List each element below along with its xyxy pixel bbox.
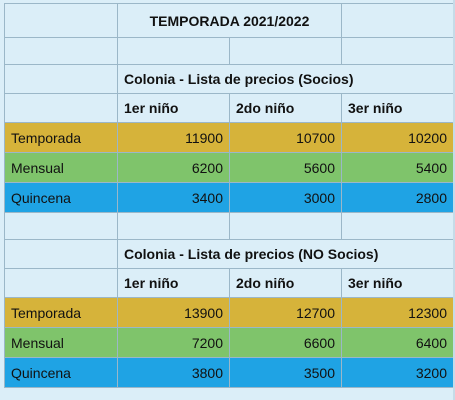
section-heading-row: Colonia - Lista de precios (NO Socios) — [4, 239, 454, 269]
price-cell[interactable]: 3400 — [117, 182, 230, 213]
row-label-mensual[interactable]: Mensual — [4, 327, 118, 358]
column-divider — [453, 0, 455, 400]
cell[interactable] — [4, 93, 118, 123]
cell[interactable] — [341, 3, 454, 38]
cell[interactable] — [229, 212, 342, 240]
table-row: Mensual 7200 6600 6400 — [4, 327, 454, 358]
price-cell[interactable]: 6200 — [117, 152, 230, 183]
price-cell[interactable]: 3800 — [117, 357, 230, 388]
cell[interactable] — [341, 212, 454, 240]
price-cell[interactable]: 12300 — [341, 297, 454, 328]
price-cell[interactable]: 10700 — [229, 122, 342, 153]
row-label-quincena[interactable]: Quincena — [4, 357, 118, 388]
cell[interactable] — [4, 212, 118, 240]
column-header[interactable]: 1er niño — [117, 268, 230, 298]
table-row: Temporada 11900 10700 10200 — [4, 122, 454, 153]
column-header[interactable]: 3er niño — [341, 268, 454, 298]
column-header[interactable]: 1er niño — [117, 93, 230, 123]
cell[interactable] — [4, 37, 118, 65]
section-heading-socios[interactable]: Colonia - Lista de precios (Socios) — [117, 64, 454, 94]
price-grid: TEMPORADA 2021/2022 Colonia - Lista de p… — [4, 3, 454, 388]
column-header[interactable]: 2do niño — [229, 93, 342, 123]
row-label-mensual[interactable]: Mensual — [4, 152, 118, 183]
price-cell[interactable]: 5600 — [229, 152, 342, 183]
row-label-temporada[interactable]: Temporada — [4, 122, 118, 153]
price-cell[interactable]: 10200 — [341, 122, 454, 153]
cell[interactable] — [229, 37, 342, 65]
blank-row — [4, 37, 454, 65]
price-cell[interactable]: 3200 — [341, 357, 454, 388]
column-header-row: 1er niño 2do niño 3er niño — [4, 93, 454, 123]
row-label-temporada[interactable]: Temporada — [4, 297, 118, 328]
section-heading-no-socios[interactable]: Colonia - Lista de precios (NO Socios) — [117, 239, 454, 269]
price-cell[interactable]: 5400 — [341, 152, 454, 183]
cell[interactable] — [4, 239, 118, 269]
cell[interactable] — [4, 3, 118, 38]
price-cell[interactable]: 3500 — [229, 357, 342, 388]
cell[interactable] — [117, 212, 230, 240]
price-cell[interactable]: 11900 — [117, 122, 230, 153]
price-cell[interactable]: 3000 — [229, 182, 342, 213]
blank-row — [4, 212, 454, 240]
sheet-title[interactable]: TEMPORADA 2021/2022 — [117, 3, 342, 38]
column-header-row: 1er niño 2do niño 3er niño — [4, 268, 454, 298]
price-cell[interactable]: 7200 — [117, 327, 230, 358]
price-cell[interactable]: 6400 — [341, 327, 454, 358]
table-row: Mensual 6200 5600 5400 — [4, 152, 454, 183]
title-row: TEMPORADA 2021/2022 — [4, 3, 454, 38]
table-row: Quincena 3400 3000 2800 — [4, 182, 454, 213]
row-label-quincena[interactable]: Quincena — [4, 182, 118, 213]
table-row: Temporada 13900 12700 12300 — [4, 297, 454, 328]
cell[interactable] — [117, 37, 230, 65]
table-row: Quincena 3800 3500 3200 — [4, 357, 454, 388]
cell[interactable] — [4, 64, 118, 94]
cell[interactable] — [341, 37, 454, 65]
price-cell[interactable]: 13900 — [117, 297, 230, 328]
column-header[interactable]: 3er niño — [341, 93, 454, 123]
column-header[interactable]: 2do niño — [229, 268, 342, 298]
price-cell[interactable]: 12700 — [229, 297, 342, 328]
cell[interactable] — [4, 268, 118, 298]
section-heading-row: Colonia - Lista de precios (Socios) — [4, 64, 454, 94]
price-cell[interactable]: 2800 — [341, 182, 454, 213]
price-cell[interactable]: 6600 — [229, 327, 342, 358]
